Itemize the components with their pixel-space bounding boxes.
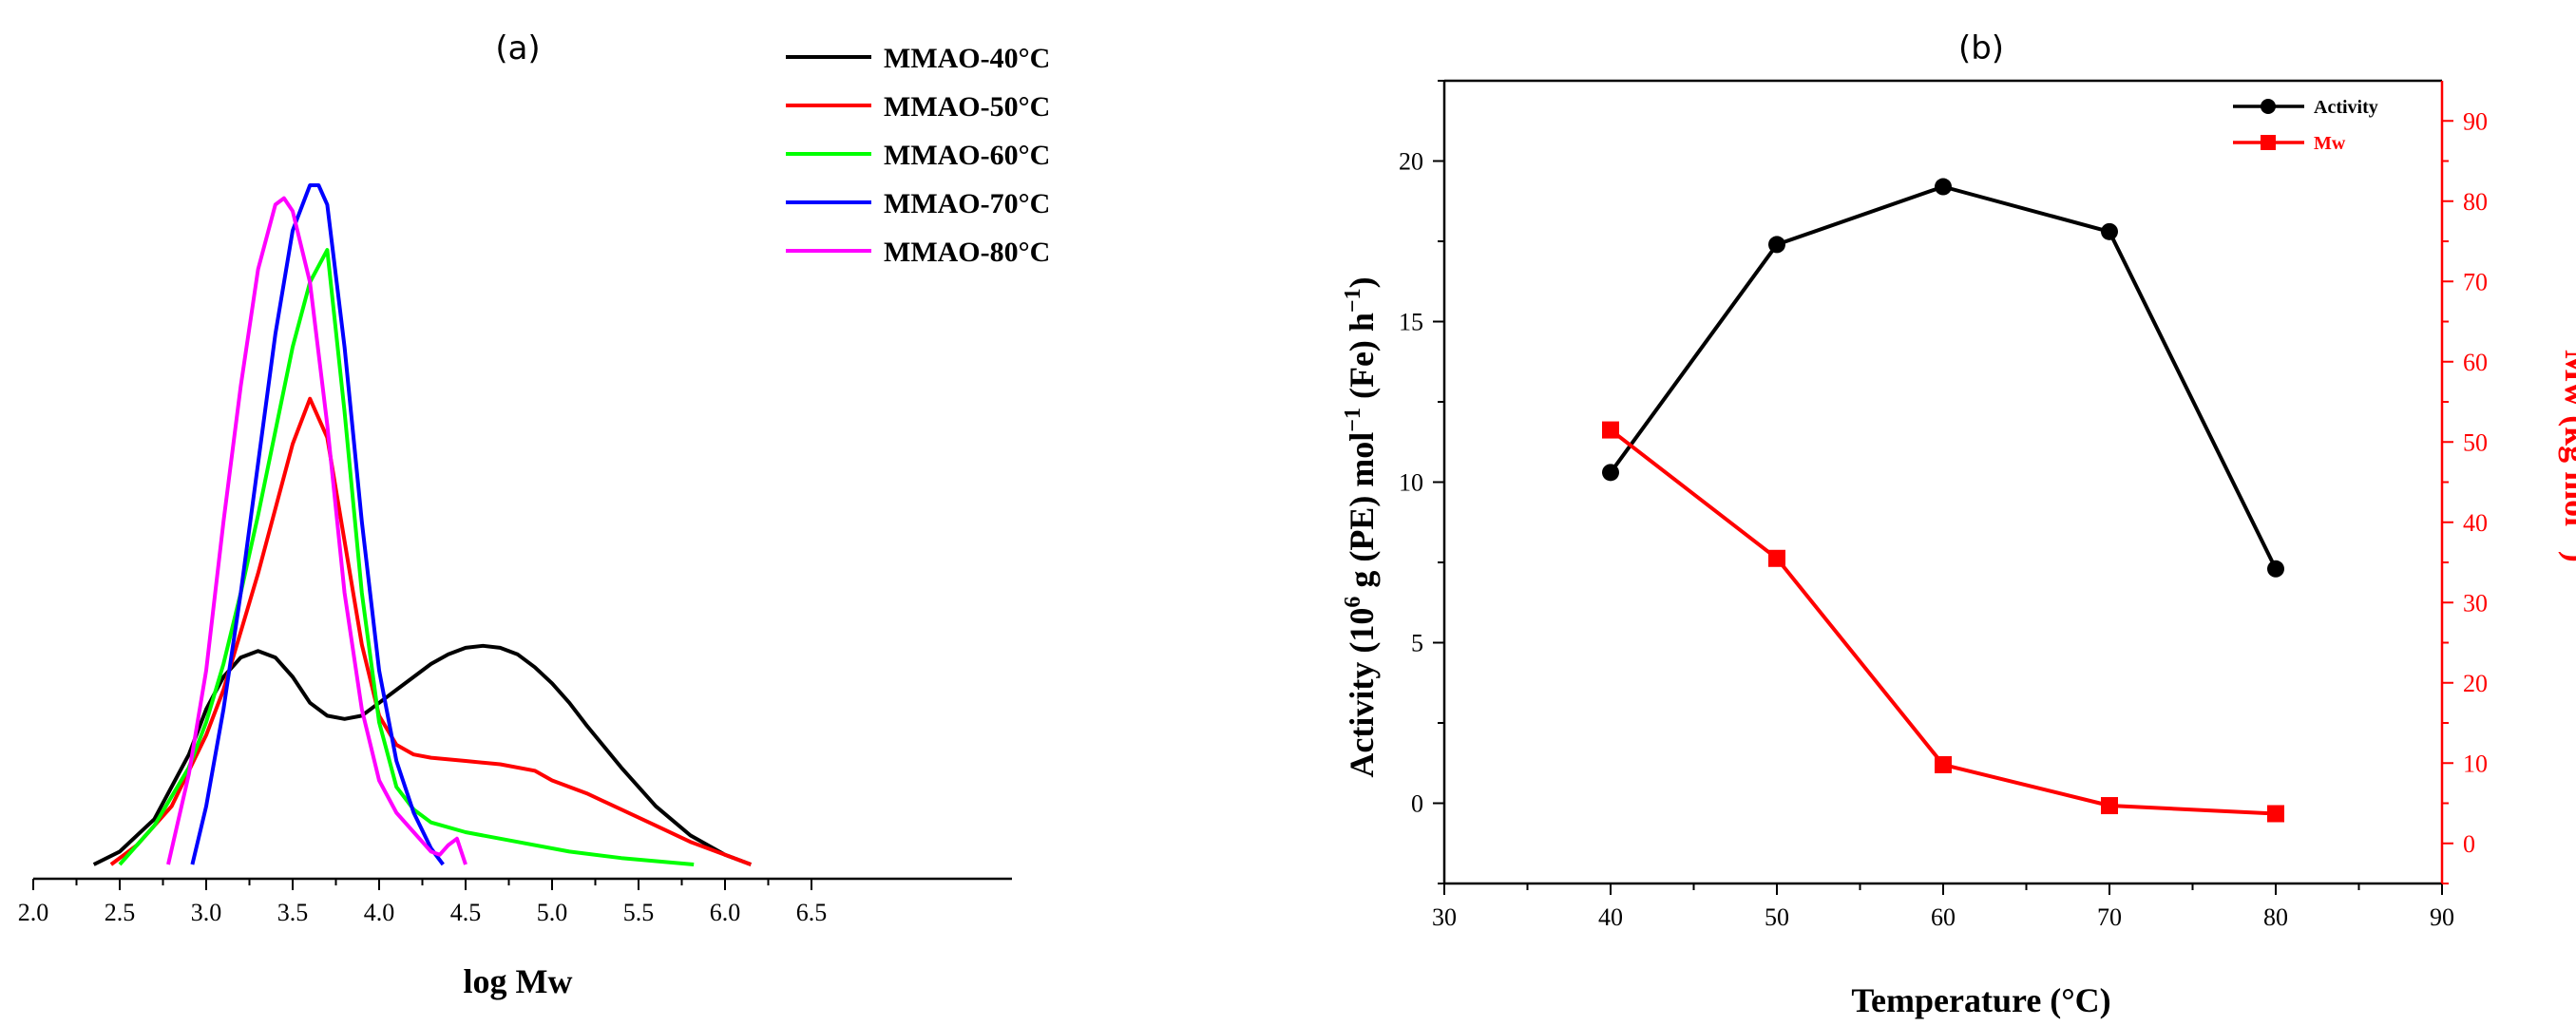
x-tick-label: 3.5 <box>277 899 309 926</box>
left-y-tick-label: 0 <box>1411 790 1423 818</box>
left-y-tick-label: 5 <box>1411 630 1423 657</box>
series-line-activity <box>1609 184 2278 570</box>
x-tick-label: 40 <box>1598 903 1623 931</box>
data-point-activity <box>2267 560 2284 578</box>
x-tick-label: 5.0 <box>537 899 568 926</box>
label-part: ) <box>1343 276 1381 288</box>
legend-label-mmao-60-c: MMAO-60°C <box>884 140 1050 171</box>
data-point-mw <box>2267 805 2284 823</box>
legend-label-mw: Mw <box>2314 133 2346 154</box>
superscript: −1 <box>2573 526 2576 551</box>
right-y-tick-label: 50 <box>2463 428 2488 456</box>
x-tick-label: 4.0 <box>364 899 395 926</box>
label-part: Activity (10 <box>1343 608 1381 778</box>
legend-label-mmao-80-c: MMAO-80°C <box>884 237 1050 268</box>
legend-marker-activity <box>2261 99 2276 114</box>
left-y-tick-label: 20 <box>1399 148 1423 176</box>
panel-b-right-y-axis-label: Mw (kg mol−1) <box>2558 350 2576 562</box>
right-y-tick-label: 60 <box>2463 349 2488 376</box>
panel-a-x-axis-label: log Mw <box>464 962 573 1000</box>
right-y-tick-label: 80 <box>2463 188 2488 216</box>
right-y-tick-label: 40 <box>2463 509 2488 537</box>
panel-b-chart: (b) 30 40 50 60 70 80 90 0 5 10 15 20 0 10 20 30 40 50 60 7… <box>1341 29 2576 1019</box>
right-y-tick-label: 90 <box>2463 107 2488 135</box>
data-point-mw <box>2101 797 2118 815</box>
data-point-activity <box>1935 178 1952 196</box>
x-tick-label: 70 <box>2097 903 2122 931</box>
panel-b-axes: 30 40 50 60 70 80 90 0 5 10 15 20 0 10 20 30 40 50 60 70 80 9… <box>1399 79 2488 931</box>
data-point-activity <box>1602 464 1619 482</box>
label-part: Mw (kg mol <box>2558 350 2576 526</box>
data-point-mw <box>1768 549 1785 567</box>
right-y-tick-label: 30 <box>2463 589 2488 617</box>
panel-b-title: (b) <box>1958 29 2004 67</box>
left-y-tick-label: 15 <box>1399 309 1423 336</box>
x-tick-label: 2.0 <box>18 899 49 926</box>
panel-b-left-y-axis-label: Activity (106 g (PE) mol−1 (Fe) h−1) <box>1341 276 1381 777</box>
panel-a-title: (a) <box>495 29 540 67</box>
superscript: −1 <box>1341 288 1365 313</box>
data-point-mw <box>1935 755 1952 773</box>
panel-b-legend: Activity Mw <box>2233 97 2378 154</box>
label-part: ) <box>2558 551 2576 562</box>
data-point-activity <box>1768 236 1785 254</box>
right-y-tick-label: 0 <box>2463 830 2475 858</box>
legend-marker-mw <box>2261 135 2276 150</box>
panel-a-axes: 2.0 2.5 3.0 3.5 4.0 4.5 5.0 5.5 6.0 6.5 <box>18 877 1012 926</box>
panel-b-x-axis-label: Temperature (°C) <box>1851 981 2110 1019</box>
panel-b-series-group <box>1602 178 2284 823</box>
legend-label-activity: Activity <box>2314 97 2378 118</box>
legend-label-mmao-50-c: MMAO-50°C <box>884 91 1050 123</box>
x-tick-label: 30 <box>1432 903 1457 931</box>
panel-a-chart: (a) 2.0 2.5 3.0 3.5 4.0 4.5 5.0 5.5 6.0 6.5 MMAO-… <box>18 29 1051 1000</box>
x-tick-label: 3.0 <box>191 899 222 926</box>
x-tick-label: 80 <box>2263 903 2288 931</box>
left-y-tick-label: 10 <box>1399 469 1423 497</box>
label-part: (Fe) h <box>1343 313 1381 408</box>
panel-a-legend: MMAO-40°C MMAO-50°C MMAO-60°C MMAO-70°C MMAO… <box>786 43 1050 268</box>
x-tick-label: 90 <box>2430 903 2454 931</box>
x-tick-label: 50 <box>1765 903 1789 931</box>
series-line-mmao-70-c <box>190 183 445 866</box>
superscript: −1 <box>1341 408 1365 432</box>
x-tick-label: 5.5 <box>623 899 655 926</box>
series-line-mmao-60-c <box>118 248 695 866</box>
x-tick-label: 60 <box>1931 903 1956 931</box>
right-y-tick-label: 20 <box>2463 670 2488 697</box>
x-tick-label: 6.5 <box>796 899 828 926</box>
data-point-activity <box>2101 222 2118 240</box>
x-tick-label: 4.5 <box>450 899 482 926</box>
label-part: g (PE) mol <box>1343 432 1381 597</box>
panel-a-series-group <box>92 183 752 866</box>
series-line-mmao-80-c <box>166 196 467 865</box>
superscript: 6 <box>1341 597 1365 608</box>
x-tick-label: 6.0 <box>710 899 741 926</box>
right-y-tick-label: 10 <box>2463 750 2488 777</box>
series-line-mw <box>1609 428 2277 816</box>
legend-label-mmao-40-c: MMAO-40°C <box>884 43 1050 74</box>
x-tick-label: 2.5 <box>105 899 136 926</box>
data-point-mw <box>1602 421 1619 439</box>
right-y-tick-label: 70 <box>2463 268 2488 295</box>
legend-label-mmao-70-c: MMAO-70°C <box>884 188 1050 219</box>
